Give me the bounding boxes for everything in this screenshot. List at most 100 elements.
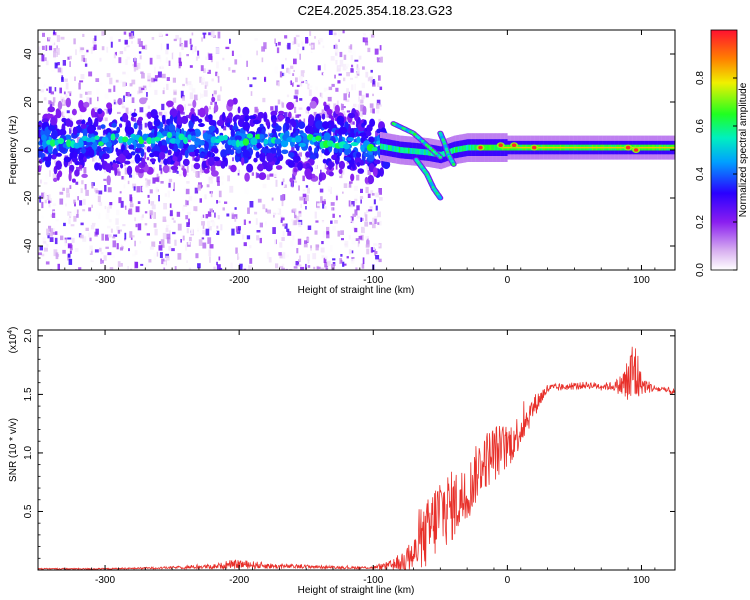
band-blob bbox=[146, 146, 151, 153]
noise-speckle bbox=[132, 172, 135, 179]
noise-speckle bbox=[89, 245, 93, 252]
track-center bbox=[451, 148, 453, 154]
noise-speckle bbox=[270, 106, 274, 111]
track-center bbox=[397, 146, 399, 153]
noise-speckle bbox=[263, 42, 267, 50]
noise-speckle bbox=[370, 69, 373, 73]
track-center bbox=[385, 144, 387, 151]
noise-speckle bbox=[331, 254, 336, 258]
noise-speckle bbox=[57, 263, 60, 270]
noise-speckle bbox=[134, 57, 136, 65]
noise-speckle bbox=[172, 97, 177, 103]
noise-speckle bbox=[121, 105, 126, 109]
noise-speckle bbox=[152, 167, 155, 172]
band-blob bbox=[187, 144, 196, 154]
noise-speckle bbox=[203, 34, 206, 39]
noise-speckle bbox=[350, 68, 354, 73]
noise-speckle bbox=[345, 99, 350, 102]
noise-speckle bbox=[341, 238, 344, 241]
noise-speckle bbox=[309, 31, 312, 36]
band-blob bbox=[71, 108, 77, 116]
noise-speckle bbox=[324, 111, 326, 116]
band-blob bbox=[255, 151, 260, 159]
noise-speckle bbox=[260, 270, 262, 274]
noise-speckle bbox=[369, 33, 373, 40]
noise-speckle bbox=[199, 76, 202, 83]
noise-speckle bbox=[354, 194, 358, 199]
noise-speckle bbox=[104, 205, 107, 210]
noise-speckle bbox=[354, 198, 358, 201]
noise-speckle bbox=[127, 180, 130, 185]
band-blob bbox=[248, 115, 257, 120]
noise-speckle bbox=[69, 76, 74, 82]
noise-speckle bbox=[153, 223, 157, 228]
noise-speckle bbox=[200, 65, 204, 72]
band-blob bbox=[134, 165, 140, 173]
noise-speckle bbox=[105, 234, 109, 241]
band-blob bbox=[285, 116, 291, 124]
noise-speckle bbox=[360, 99, 364, 104]
noise-speckle bbox=[129, 231, 133, 238]
noise-speckle bbox=[365, 93, 369, 98]
noise-speckle bbox=[292, 261, 296, 266]
noise-speckle bbox=[201, 37, 203, 42]
noise-speckle bbox=[338, 30, 342, 37]
track-blob bbox=[178, 133, 185, 141]
noise-speckle bbox=[261, 46, 265, 52]
noise-speckle bbox=[337, 66, 342, 69]
noise-speckle bbox=[160, 239, 165, 246]
noise-speckle bbox=[334, 55, 339, 62]
noise-speckle bbox=[293, 95, 298, 99]
noise-speckle bbox=[246, 60, 248, 67]
noise-speckle bbox=[173, 220, 176, 223]
noise-speckle bbox=[326, 207, 330, 210]
noise-speckle bbox=[125, 41, 128, 45]
noise-speckle bbox=[213, 90, 217, 95]
noise-speckle bbox=[235, 247, 238, 254]
noise-speckle bbox=[149, 189, 153, 194]
band-blob bbox=[323, 148, 331, 156]
noise-speckle bbox=[162, 245, 165, 248]
noise-speckle bbox=[353, 258, 357, 262]
noise-speckle bbox=[306, 227, 309, 233]
noise-speckle bbox=[62, 97, 65, 105]
noise-speckle bbox=[234, 59, 238, 65]
noise-speckle bbox=[56, 51, 58, 57]
noise-speckle bbox=[174, 266, 177, 270]
noise-speckle bbox=[287, 231, 292, 236]
noise-speckle bbox=[293, 37, 297, 44]
band-blob bbox=[192, 99, 197, 108]
track-blob bbox=[114, 133, 120, 138]
noise-speckle bbox=[49, 230, 53, 237]
track-center bbox=[422, 149, 425, 155]
noise-speckle bbox=[168, 182, 171, 188]
track-center bbox=[384, 144, 386, 150]
noise-speckle bbox=[112, 236, 116, 239]
noise-speckle bbox=[281, 64, 284, 69]
noise-speckle bbox=[285, 268, 288, 270]
noise-speckle bbox=[244, 188, 248, 194]
band-blob bbox=[162, 114, 166, 125]
band-blob bbox=[154, 116, 159, 122]
noise-speckle bbox=[64, 239, 67, 247]
noise-speckle bbox=[216, 230, 220, 235]
noise-speckle bbox=[49, 170, 51, 177]
band-blob bbox=[270, 110, 278, 117]
noise-speckle bbox=[93, 153, 97, 161]
track-center bbox=[425, 149, 428, 156]
noise-speckle bbox=[73, 215, 77, 222]
noise-speckle bbox=[290, 80, 292, 86]
noise-speckle bbox=[346, 162, 351, 165]
noise-speckle bbox=[303, 118, 306, 123]
noise-speckle bbox=[296, 48, 299, 55]
track-center bbox=[472, 144, 475, 151]
noise-speckle bbox=[177, 165, 180, 168]
band-blob bbox=[103, 129, 107, 134]
noise-speckle bbox=[215, 47, 220, 54]
hot-spot bbox=[511, 143, 517, 147]
noise-speckle bbox=[154, 75, 158, 79]
noise-speckle bbox=[352, 63, 355, 69]
noise-speckle bbox=[60, 235, 64, 241]
band-blob bbox=[92, 140, 98, 151]
noise-speckle bbox=[310, 245, 312, 249]
